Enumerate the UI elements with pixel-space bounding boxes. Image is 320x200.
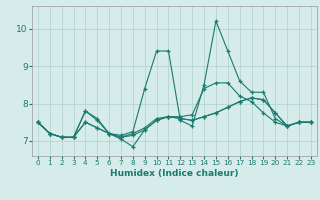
X-axis label: Humidex (Indice chaleur): Humidex (Indice chaleur) [110, 169, 239, 178]
